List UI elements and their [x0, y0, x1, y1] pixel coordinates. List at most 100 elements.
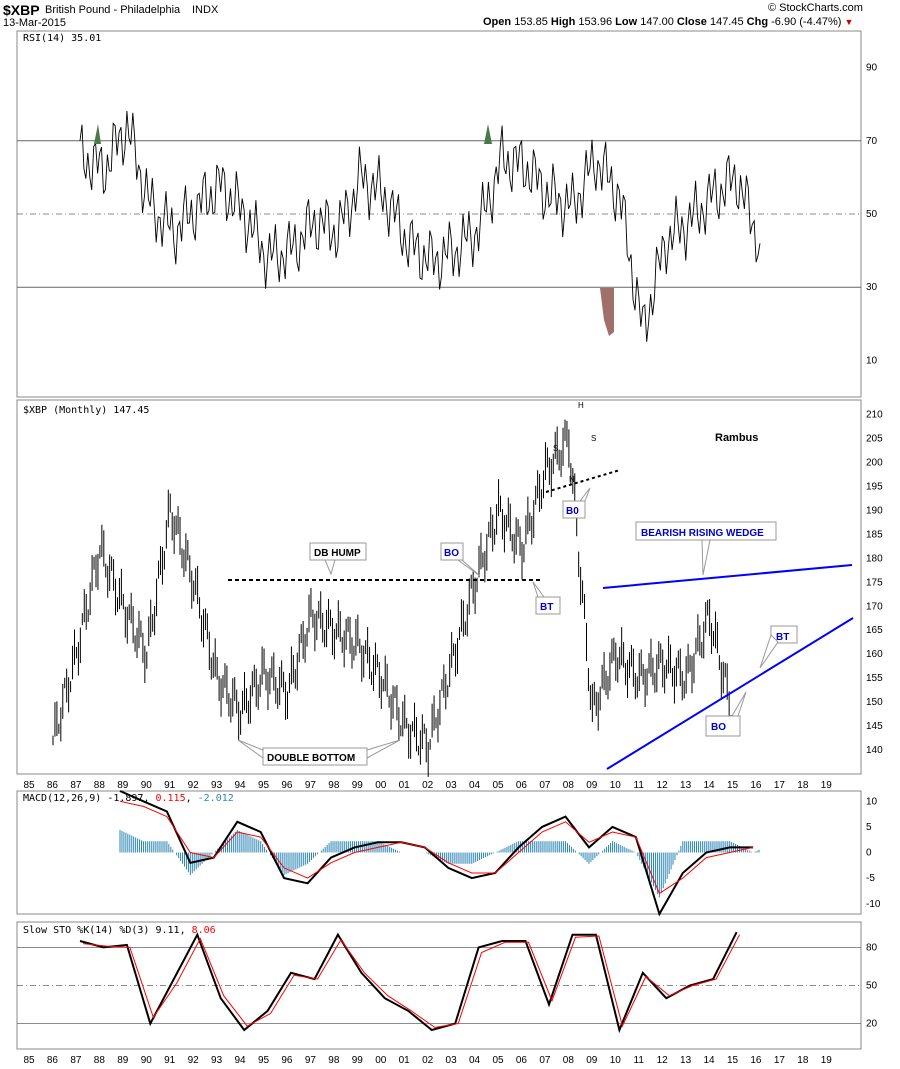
macd-y-tick-label: -10 [866, 899, 881, 910]
bt2-pointer [759, 634, 779, 669]
macd-legend: MACD(12,26,9) -1.897, 0.115, -2.012 [23, 793, 234, 804]
price-y-tick-label: 195 [866, 481, 883, 492]
price-y-tick-label: 145 [866, 721, 883, 732]
double-bottom-pointer-left [237, 739, 264, 759]
stochastic-x-tick-label: 92 [188, 1055, 200, 1066]
price-x-tick-label: 91 [164, 780, 176, 791]
stochastic-x-tick-label: 15 [727, 1055, 739, 1066]
stochastic-y-tick-label: 80 [866, 942, 878, 953]
price-y-tick-label: 150 [866, 697, 883, 708]
db-hump-label: DB HUMP [314, 548, 361, 559]
ohlc-bar: Open 153.85 High 153.96 Low 147.00 Close… [483, 16, 853, 28]
stochastic-x-tick-label: 05 [492, 1055, 504, 1066]
stochastic-x-tick-label: 02 [422, 1055, 434, 1066]
stochastic-legend: Slow STO %K(14) %D(3) 9.11, 8.06 [23, 925, 216, 936]
bo1-callout [440, 542, 464, 561]
security-name: British Pound - Philadelphia [45, 4, 181, 16]
price-x-tick-label: 01 [399, 780, 411, 791]
price-y-tick-label: 210 [866, 410, 883, 421]
wedge-lower-line [606, 617, 854, 770]
macd-y-tick-label: 10 [866, 796, 878, 807]
stochastic-x-tick-label: 91 [164, 1055, 176, 1066]
price-x-tick-label: 94 [234, 780, 246, 791]
bo3-label: BO [711, 722, 726, 733]
stochastic-d-line [82, 934, 741, 1028]
macd-hist-legend-value: -2.012 [198, 793, 234, 804]
price-x-tick-label: 07 [539, 780, 551, 791]
price-y-tick-label: 140 [866, 745, 883, 756]
rsi-overbought-fill-2 [484, 124, 492, 144]
price-x-tick-label: 11 [634, 780, 645, 791]
bo1-pointer [456, 559, 481, 577]
price-x-tick-label: 95 [258, 780, 270, 791]
stochastic-y-tick-label: 50 [866, 981, 878, 992]
db-hump-callout [309, 542, 367, 561]
price-x-tick-label: 13 [680, 780, 692, 791]
wedge-upper-line [602, 564, 853, 589]
macd-legend-label: MACD(12,26,9) [23, 793, 101, 804]
price-x-tick-label: 96 [281, 780, 293, 791]
wedge-pointer [701, 539, 711, 576]
price-x-tick-label: 09 [586, 780, 598, 791]
rsi-y-tick-label: 90 [866, 63, 878, 74]
price-legend: $XBP (Monthly) 147.45 [23, 405, 149, 416]
price-y-tick-label: 180 [866, 553, 883, 564]
bo1-label: BO [444, 548, 459, 559]
stochastic-x-tick-label: 13 [680, 1055, 692, 1066]
stochastic-x-tick-label: 99 [352, 1055, 364, 1066]
stochastic-x-tick-label: 97 [305, 1055, 317, 1066]
stochastic-y-tick-label: 20 [866, 1019, 878, 1030]
left-shoulder-marker: S [553, 444, 558, 453]
price-x-tick-label: 12 [657, 780, 669, 791]
stochastic-x-tick-label: 07 [539, 1055, 551, 1066]
bo3-pointer [731, 691, 747, 717]
stochastic-x-tick-label: 89 [117, 1055, 129, 1066]
bt1-label: BT [540, 602, 553, 613]
stochastic-legend-label: Slow STO %K(14) %D(3) [23, 925, 149, 936]
price-y-tick-label: 200 [866, 458, 883, 469]
rsi-series-line [79, 110, 761, 342]
price-x-tick-label: 02 [422, 780, 434, 791]
macd-y-tick-label: 5 [866, 822, 872, 833]
high-value: 153.96 [578, 16, 613, 28]
price-x-tick-label: 03 [446, 780, 458, 791]
ticker-symbol: $XBP [3, 2, 40, 18]
price-x-tick-label: 97 [305, 780, 317, 791]
price-x-tick-label: 85 [23, 780, 35, 791]
stochastic-x-tick-label: 85 [23, 1055, 35, 1066]
stochastic-x-tick-label: 03 [446, 1055, 458, 1066]
macd-frame [16, 790, 862, 915]
price-x-tick-label: 19 [821, 780, 833, 791]
stochastic-x-tick-label: 04 [469, 1055, 481, 1066]
wedge-label: BEARISH RISING WEDGE [641, 528, 764, 539]
stochastic-x-tick-label: 16 [750, 1055, 762, 1066]
price-x-tick-label: 10 [610, 780, 622, 791]
stochastic-x-tick-label: 14 [703, 1055, 715, 1066]
stochastic-k-value: 9.11 [155, 925, 179, 936]
stochastic-x-tick-label: 96 [281, 1055, 293, 1066]
stochastic-x-tick-label: 90 [141, 1055, 153, 1066]
macd-signal-line [119, 800, 754, 895]
stochastic-x-tick-label: 08 [563, 1055, 575, 1066]
bt1-pointer [532, 581, 545, 598]
price-y-tick-label: 190 [866, 505, 883, 516]
open-label: Open [483, 16, 512, 28]
price-y-tick-label: 205 [866, 434, 883, 445]
rsi-legend: RSI(14) 35.01 [23, 33, 101, 44]
price-y-tick-label: 170 [866, 601, 883, 612]
rsi-y-tick-label: 30 [866, 282, 878, 293]
double-bottom-pointer-right [366, 739, 401, 759]
stochastic-x-tick-label: 94 [234, 1055, 246, 1066]
price-x-tick-label: 08 [563, 780, 575, 791]
price-x-tick-label: 06 [516, 780, 528, 791]
price-x-tick-label: 14 [703, 780, 715, 791]
head-marker: H [578, 401, 584, 410]
price-x-tick-label: 17 [774, 780, 786, 791]
chart-date: 13-Mar-2015 [3, 17, 66, 29]
price-y-tick-label: 155 [866, 673, 883, 684]
stochastic-x-tick-label: 98 [328, 1055, 340, 1066]
double-bottom-label: DOUBLE BOTTOM [267, 753, 355, 764]
hs-neckline [545, 469, 621, 493]
